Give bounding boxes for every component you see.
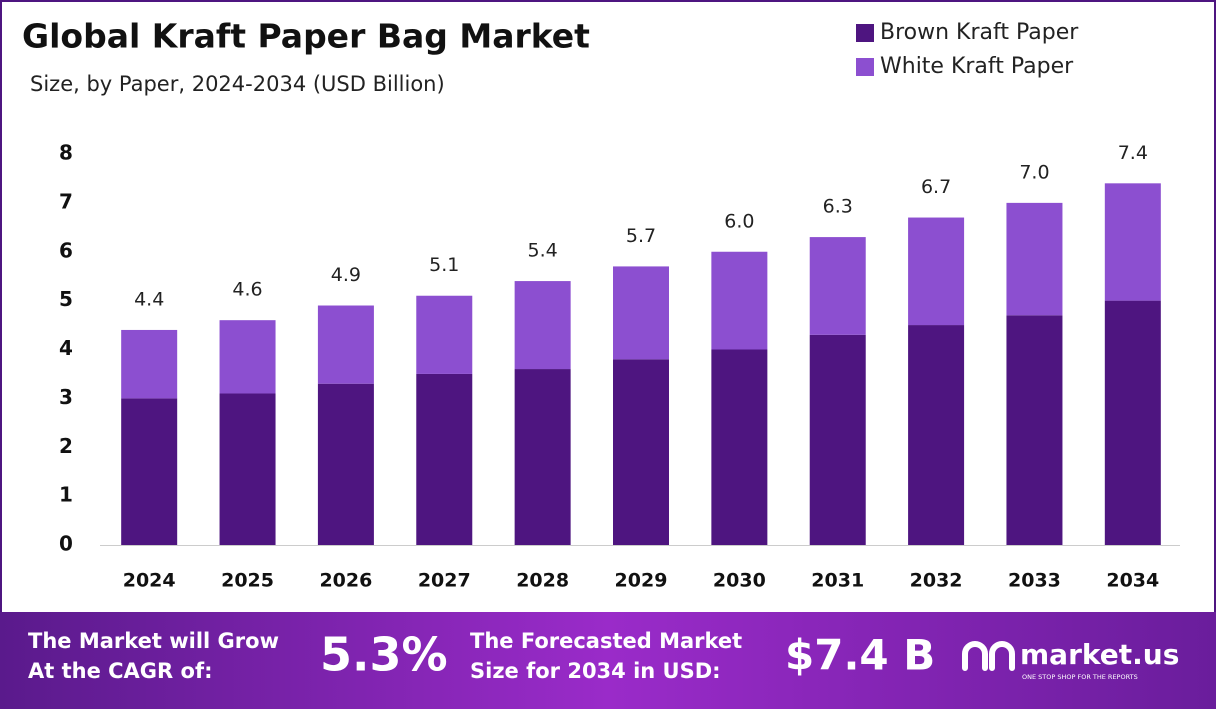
bar-segment [809, 334, 866, 545]
total-label: 4.4 [134, 288, 164, 310]
x-tick-label: 2032 [910, 570, 963, 592]
bar-segment [416, 373, 473, 545]
y-tick-label: 7 [59, 189, 73, 213]
x-tick-label: 2029 [615, 570, 668, 592]
forecast-label: Size for 2034 in USD: [470, 659, 721, 683]
chart-subtitle: Size, by Paper, 2024-2034 (USD Billion) [30, 72, 445, 96]
total-label: 6.3 [823, 196, 853, 218]
bar-segment [121, 398, 178, 545]
total-label: 5.4 [528, 240, 558, 262]
bar-segment [613, 266, 669, 360]
bar-segment [514, 369, 571, 545]
x-tick-label: 2033 [1008, 570, 1061, 592]
x-tick-label: 2025 [221, 570, 274, 592]
total-label: 7.0 [1019, 161, 1049, 183]
chart-title: Global Kraft Paper Bag Market [22, 17, 590, 56]
x-tick-label: 2030 [713, 570, 766, 592]
bar-segment [711, 349, 768, 545]
bar-segment [1006, 315, 1063, 545]
bar-segment [121, 329, 178, 399]
legend-swatch [856, 58, 874, 76]
x-tick-label: 2028 [516, 570, 569, 592]
total-label: 6.0 [724, 210, 754, 232]
brand-logo [962, 641, 1015, 671]
bar-segment [219, 320, 276, 394]
bar-segment [317, 305, 374, 384]
bar-segment [613, 359, 669, 545]
bar-segment [1006, 202, 1063, 316]
bar-segment [514, 281, 571, 370]
bar-segment [1104, 300, 1161, 545]
total-label: 4.6 [232, 279, 262, 301]
forecast-value: $7.4 B [785, 631, 935, 680]
y-tick-label: 0 [59, 532, 73, 556]
y-tick-label: 1 [59, 483, 73, 507]
y-tick-label: 5 [59, 287, 73, 311]
total-label: 6.7 [921, 176, 951, 198]
total-label: 7.4 [1118, 142, 1148, 164]
bar-segment [317, 383, 374, 545]
bar-segment [711, 251, 768, 350]
y-tick-label: 8 [59, 141, 73, 165]
cagr-label: The Market will Grow [28, 629, 279, 653]
total-label: 5.1 [429, 254, 459, 276]
bar-segment [809, 237, 866, 335]
x-tick-label: 2031 [811, 570, 864, 592]
y-tick-label: 3 [59, 385, 73, 409]
legend-label: Brown Kraft Paper [880, 20, 1079, 45]
bar-segment [908, 217, 965, 326]
legend-swatch [856, 24, 874, 42]
bar-segment [219, 393, 276, 545]
brand: market.us [1020, 638, 1179, 671]
bar-segment [1104, 183, 1161, 301]
x-tick-label: 2034 [1106, 570, 1159, 592]
bar-segment [416, 295, 473, 374]
cagr-label: At the CAGR of: [28, 659, 213, 683]
bar-segment [908, 325, 965, 545]
cagr-value: 5.3% [320, 628, 448, 682]
y-tick-label: 2 [59, 434, 73, 458]
x-tick-label: 2026 [319, 570, 372, 592]
tagline: ONE STOP SHOP FOR THE REPORTS [1022, 673, 1138, 681]
total-label: 4.9 [331, 264, 361, 286]
legend-label: White Kraft Paper [880, 54, 1074, 79]
x-tick-label: 2027 [418, 570, 471, 592]
forecast-label: The Forecasted Market [470, 629, 742, 653]
x-tick-label: 2024 [123, 570, 176, 592]
y-tick-label: 4 [59, 336, 73, 360]
total-label: 5.7 [626, 225, 656, 247]
y-tick-label: 6 [59, 238, 73, 262]
